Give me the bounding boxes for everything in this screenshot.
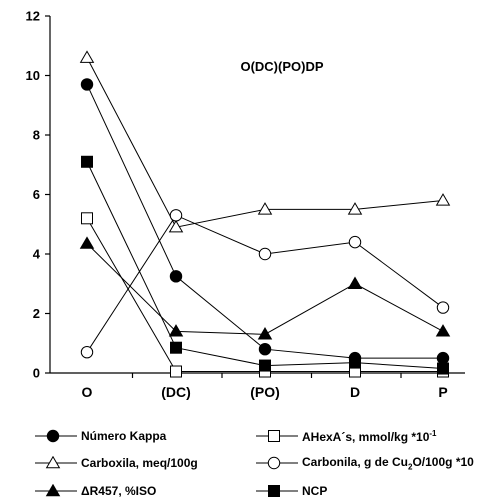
series-6 <box>81 155 449 375</box>
data-point <box>79 50 95 63</box>
x-tick-label: (DC) <box>161 384 191 400</box>
data-point <box>347 202 363 215</box>
data-point <box>348 235 362 249</box>
y-tick-label: 2 <box>33 306 40 321</box>
series-line <box>86 84 443 359</box>
data-point <box>258 342 272 356</box>
series-3 <box>79 50 451 233</box>
x-tick-label: O <box>82 384 93 400</box>
series-5 <box>79 236 451 340</box>
data-point <box>170 365 182 378</box>
data-point <box>80 78 94 91</box>
data-point <box>349 356 361 369</box>
data-point <box>436 301 450 314</box>
chart-title: O(DC)(PO)DP <box>240 59 323 74</box>
data-point <box>435 324 451 337</box>
data-point <box>436 351 450 365</box>
data-point <box>259 359 271 372</box>
data-point <box>435 193 451 206</box>
data-point <box>257 327 273 340</box>
data-point <box>168 324 184 337</box>
data-point <box>168 219 184 233</box>
series-layer <box>79 50 451 378</box>
data-point <box>258 247 272 261</box>
y-tick-label: 10 <box>26 68 40 83</box>
series-line <box>86 57 444 228</box>
y-tick-label: 4 <box>33 247 41 262</box>
y-tick-label: 8 <box>33 128 40 143</box>
data-point <box>437 362 449 375</box>
data-point <box>79 236 95 249</box>
data-point <box>170 341 182 354</box>
y-tick-label: 0 <box>33 366 40 381</box>
data-point <box>257 202 273 215</box>
x-tick-label: D <box>350 384 360 400</box>
data-point <box>80 345 94 359</box>
y-tick-label: 6 <box>33 187 40 202</box>
x-tick-label: P <box>438 384 447 400</box>
y-tick-label: 12 <box>26 9 40 24</box>
data-point <box>169 270 183 283</box>
data-point <box>347 276 363 289</box>
series-4 <box>80 209 450 359</box>
data-point <box>81 212 93 225</box>
x-tick-label: (PO) <box>250 384 280 400</box>
data-point <box>81 155 93 168</box>
data-point <box>169 209 183 222</box>
series-1 <box>80 78 450 365</box>
